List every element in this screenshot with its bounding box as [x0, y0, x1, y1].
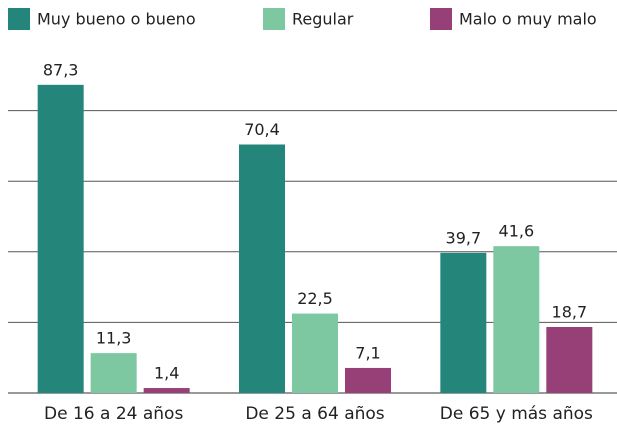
value-label: 18,7	[552, 302, 588, 321]
bar	[546, 326, 593, 393]
bar	[143, 388, 190, 393]
x-tick-label: De 65 y más años	[440, 404, 593, 424]
value-label: 1,4	[154, 364, 179, 383]
bar	[90, 353, 137, 393]
bar	[37, 84, 84, 394]
legend-swatch	[430, 8, 452, 30]
legend-swatch	[263, 8, 285, 30]
bar	[292, 313, 338, 393]
value-label: 11,3	[96, 329, 132, 348]
value-label: 87,3	[43, 60, 79, 79]
x-tick-label: De 16 a 24 años	[44, 404, 183, 424]
legend-swatch	[8, 8, 30, 30]
x-tick-label: De 25 a 64 años	[245, 404, 384, 424]
value-label: 22,5	[297, 289, 333, 308]
legend-label: Regular	[292, 10, 354, 29]
value-label: 7,1	[355, 343, 380, 362]
legend-label: Muy bueno o bueno	[37, 10, 196, 29]
bar	[440, 252, 487, 393]
value-label: 41,6	[499, 222, 535, 241]
value-label: 39,7	[446, 228, 482, 247]
legend-label: Malo o muy malo	[459, 10, 597, 29]
value-label: 70,4	[244, 120, 280, 139]
bar	[239, 144, 285, 393]
bar	[493, 246, 540, 393]
bar	[345, 367, 391, 393]
